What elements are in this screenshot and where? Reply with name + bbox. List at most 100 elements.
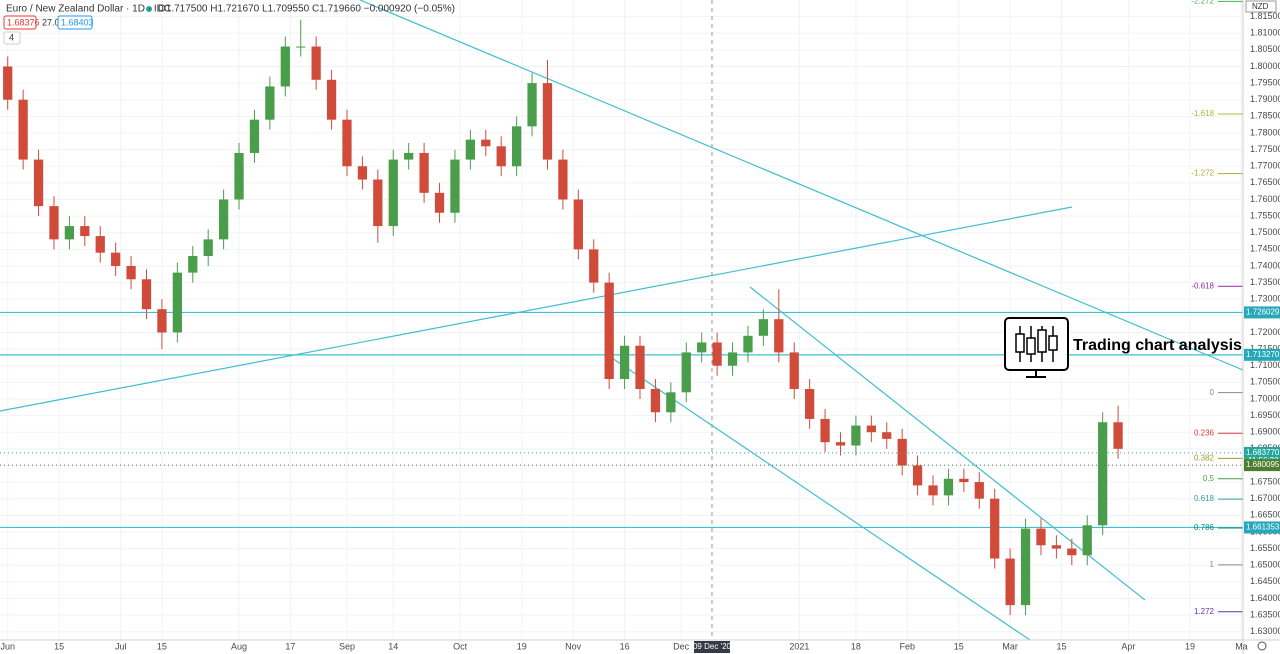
y-tick-label: 1.695000 xyxy=(1250,410,1280,420)
y-tick-label: 1.810000 xyxy=(1250,28,1280,38)
fib-label: 1.272 xyxy=(1194,607,1215,616)
annotation-icon xyxy=(1026,337,1036,355)
candle-body xyxy=(712,342,722,366)
candle-body xyxy=(434,192,445,213)
indicators-box[interactable] xyxy=(3,31,21,45)
fib-label: 0.618 xyxy=(1194,494,1215,503)
x-tick-label: 19 xyxy=(517,641,527,651)
candle-body xyxy=(419,152,429,193)
candle-body xyxy=(141,279,152,310)
candle-body xyxy=(882,432,892,439)
candle-body xyxy=(342,119,352,167)
candle-body xyxy=(604,282,614,380)
candle-body xyxy=(496,146,506,167)
y-tick-label: 1.770000 xyxy=(1250,161,1280,171)
level-label: 1.661353 xyxy=(1246,523,1280,532)
fib-label: -2.272 xyxy=(1191,0,1214,5)
y-tick-label: 1.665000 xyxy=(1250,510,1280,520)
x-tick-label: Mar xyxy=(1002,641,1018,651)
candle-body xyxy=(990,498,1000,559)
fib-label: 0 xyxy=(1210,388,1215,397)
candle-body xyxy=(558,159,568,200)
level-label: 1.726029 xyxy=(1246,308,1280,317)
fib-label: 1 xyxy=(1210,560,1215,569)
annotation-icon xyxy=(1026,370,1046,378)
candle-body xyxy=(326,79,337,120)
y-tick-label: 1.795000 xyxy=(1250,77,1280,87)
y-tick-label: 1.635000 xyxy=(1250,609,1280,619)
candle-body xyxy=(1020,528,1031,606)
candle-body xyxy=(697,342,707,353)
candle-body xyxy=(265,86,275,120)
plot xyxy=(0,19,1243,616)
x-tick-label: 15 xyxy=(157,641,167,651)
y-tick-label: 1.670000 xyxy=(1250,493,1280,503)
annotation: Trading chart analysis xyxy=(1004,317,1242,378)
annotation-icon xyxy=(1037,329,1047,353)
candle-body xyxy=(203,239,213,256)
candle-body xyxy=(64,226,75,240)
candle-body xyxy=(388,159,398,227)
candle-body xyxy=(481,139,491,147)
crosshair-label: 09 Dec '20 xyxy=(693,642,732,651)
indicators[interactable]: 4 xyxy=(9,32,14,42)
candle-body xyxy=(1036,528,1046,546)
candle-body xyxy=(974,482,984,499)
candle-body xyxy=(835,442,846,446)
x-tick-label: 2021 xyxy=(789,641,809,651)
candle-body xyxy=(1067,548,1077,556)
candle-body xyxy=(249,119,260,153)
y-tick-label: 1.815000 xyxy=(1250,11,1280,21)
fib-label: 0.786 xyxy=(1194,523,1215,532)
y-tick-label: 1.805000 xyxy=(1250,44,1280,54)
y-tick-label: 1.730000 xyxy=(1250,294,1280,304)
candle-body xyxy=(3,66,13,100)
y-tick-label: 1.675000 xyxy=(1250,476,1280,486)
grid xyxy=(0,0,1243,640)
price-label: 1.683770 xyxy=(1246,448,1280,457)
candle-body xyxy=(311,46,321,80)
candle-body xyxy=(512,126,522,167)
candle-body xyxy=(758,319,769,336)
level-tag xyxy=(1244,348,1280,361)
candle-body xyxy=(450,159,460,213)
annotation-icon xyxy=(1004,317,1069,371)
fib-label: 0.5 xyxy=(1203,474,1215,483)
candle-body xyxy=(573,199,583,250)
candle-body xyxy=(157,309,167,333)
bid[interactable]: 1.68376 xyxy=(7,17,40,27)
currency-box xyxy=(1245,0,1277,13)
ask[interactable]: 1.68403 xyxy=(61,17,94,27)
candle-body xyxy=(897,438,907,466)
candle-body xyxy=(635,345,645,389)
x-tick-label: Nov xyxy=(565,641,582,651)
candle-body xyxy=(33,159,44,207)
bid-box[interactable] xyxy=(3,15,37,30)
x-tick-label: 15 xyxy=(954,641,964,651)
candle-body xyxy=(1098,422,1108,526)
settings-icon[interactable] xyxy=(1257,641,1267,651)
y-tick-label: 1.705000 xyxy=(1250,377,1280,387)
annotation-icon xyxy=(1048,335,1058,351)
candle-body xyxy=(1113,422,1123,449)
candle-body xyxy=(1082,525,1092,556)
price-tag xyxy=(1244,459,1280,472)
y-tick-label: 1.760000 xyxy=(1250,194,1280,204)
candle-body xyxy=(527,83,537,127)
candle-body xyxy=(1051,545,1062,549)
ask-box[interactable] xyxy=(57,15,93,30)
candle-body xyxy=(851,425,861,446)
candle-body xyxy=(373,179,383,227)
x-tick-label: Jul xyxy=(115,641,127,651)
y-tick-label: 1.710000 xyxy=(1250,360,1280,370)
crosshair-tag xyxy=(693,641,730,653)
level-label: 1.713270 xyxy=(1246,350,1280,359)
x-tick-label: Oct xyxy=(453,641,468,651)
candle-body xyxy=(49,206,59,240)
candle-body xyxy=(80,226,90,237)
status-dot xyxy=(146,6,152,12)
candle-body xyxy=(774,319,784,353)
x-tick-label: 15 xyxy=(1057,641,1067,651)
candle-body xyxy=(280,46,290,87)
